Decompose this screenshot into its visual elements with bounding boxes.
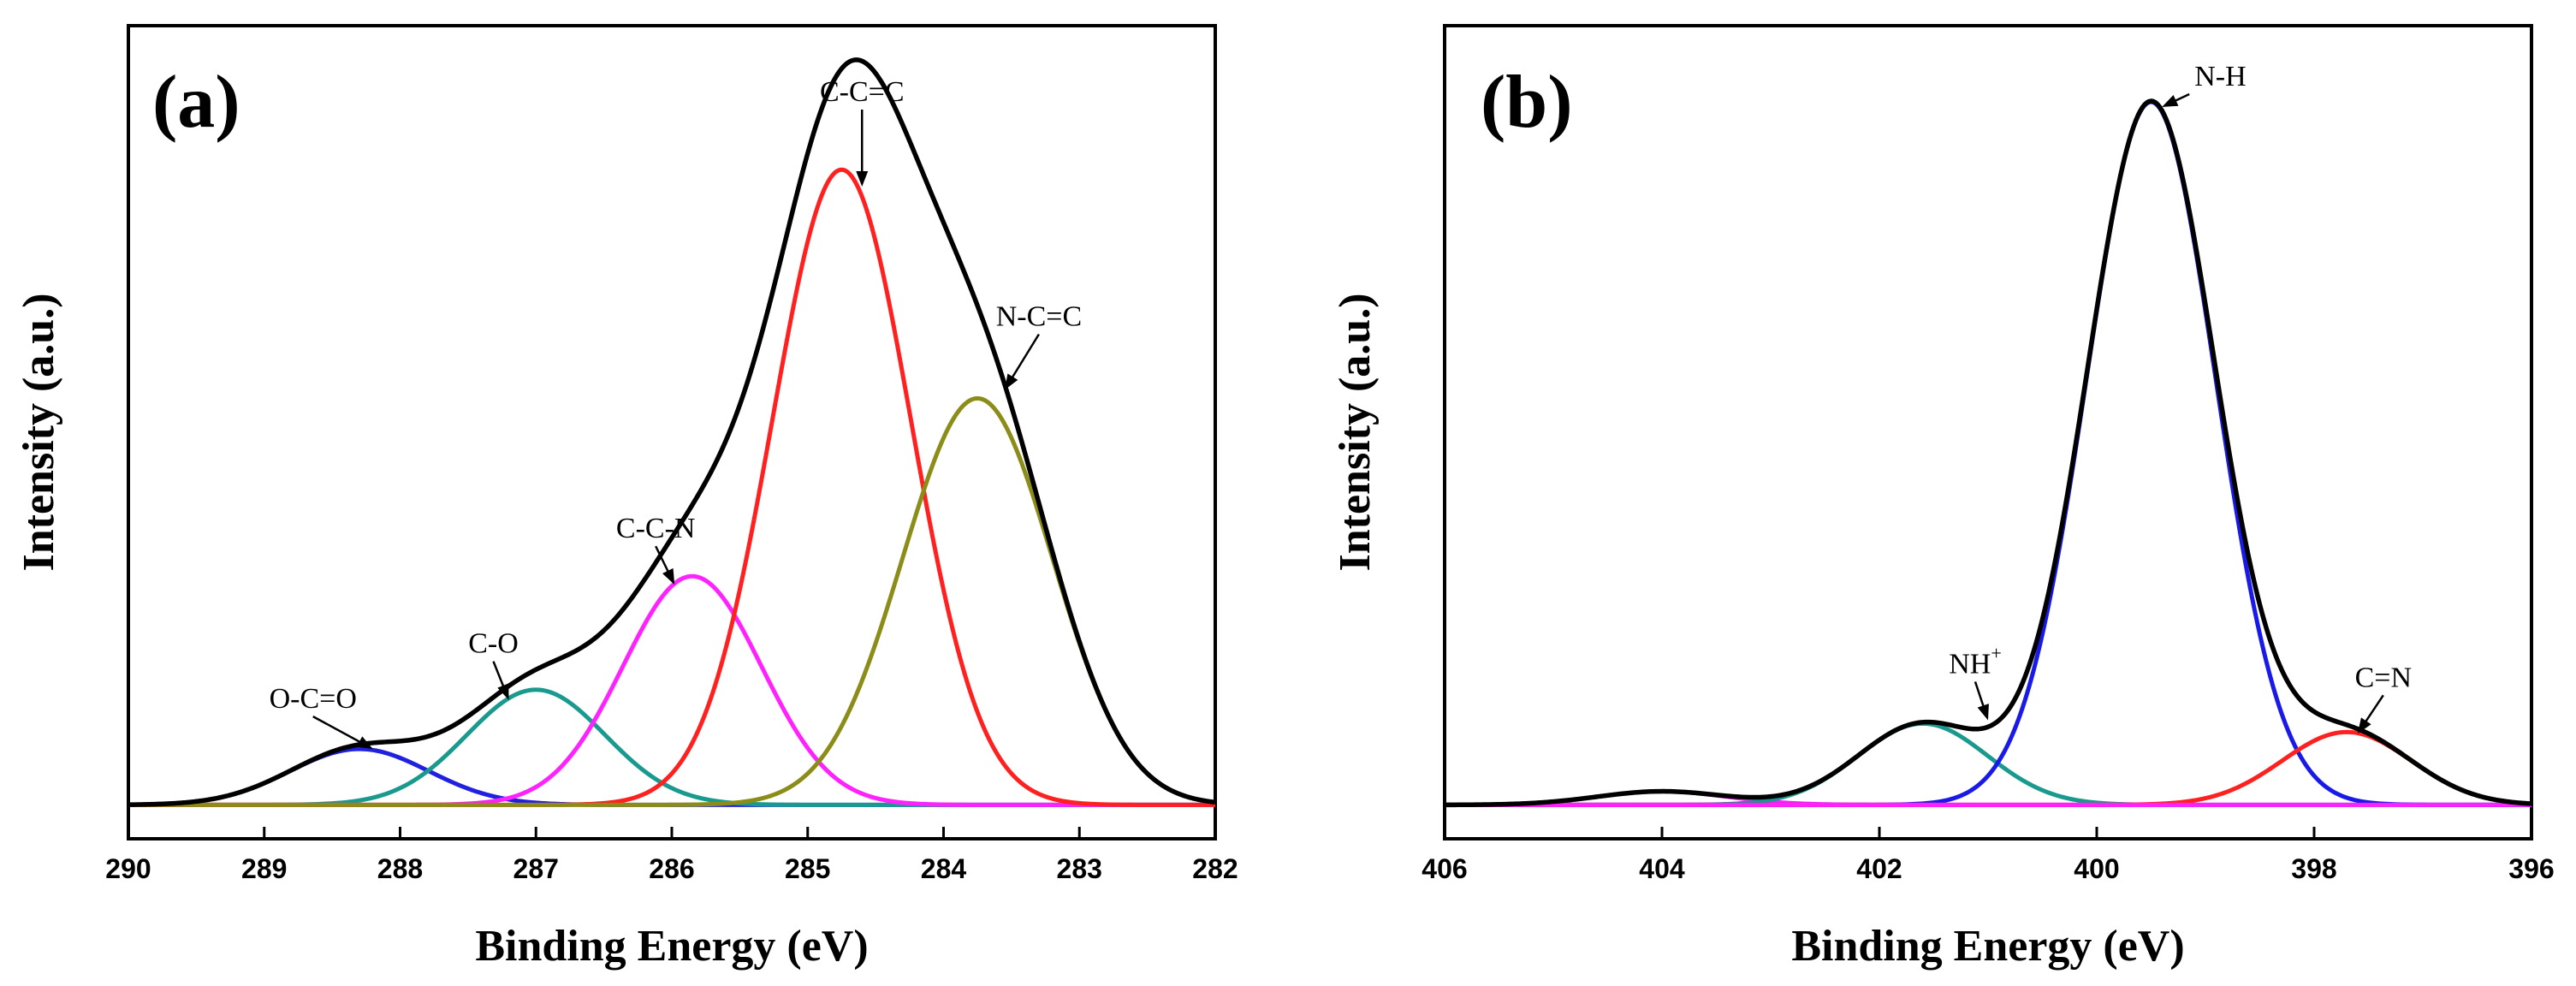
- peak-annotation-label: C-C-N: [616, 513, 696, 544]
- component-peak-n-c-c: [128, 395, 1216, 807]
- peak-annotation-label: N-C=C: [996, 301, 1082, 333]
- annotation-arrow-line: [655, 545, 670, 573]
- peak-annotation-superscript: +: [1991, 642, 2001, 663]
- panel-b-label: (b): [1481, 61, 1573, 144]
- annotation-arrow-line: [2364, 694, 2384, 723]
- panel-a-annotations: O-C=O C-O C-C-N C-C=C N-C=C: [270, 76, 1082, 750]
- x-tick-label: 286: [649, 853, 694, 884]
- peak-annotation-label: O-C=O: [270, 683, 357, 715]
- x-tick-label: 398: [2291, 853, 2336, 884]
- peak-annotation-label: C-C=C: [820, 76, 905, 108]
- annotation-arrow-head: [2162, 95, 2179, 107]
- panel-b-annotations: N-H NH+ C=N: [1949, 61, 2412, 734]
- annotation-arrow-line: [1011, 333, 1041, 379]
- annotation-arrow-head: [856, 171, 869, 187]
- envelope-curve: [128, 57, 1216, 807]
- panel-b-curves: [1444, 98, 2532, 808]
- panel-b-x-ticks: 406 404 402 400 398 396: [1422, 827, 2555, 884]
- panel-a-plot-frame: [127, 24, 1217, 840]
- panel-a-curves: [128, 57, 1216, 807]
- x-tick-label: 404: [1639, 853, 1685, 884]
- annotation-arrow-line: [2174, 92, 2190, 103]
- x-tick-label: 288: [377, 853, 423, 884]
- annotation-arrow-line: [1974, 681, 1985, 708]
- panel-a-x-axis-title: Binding Energy (eV): [475, 922, 868, 971]
- annotation-arrow-head: [497, 683, 509, 700]
- x-tick-label: 400: [2074, 853, 2119, 884]
- annotation-arrow-line: [312, 716, 362, 744]
- panel-a-chart: (a) Intensity (a.u.) Binding Energy (eV)…: [15, 24, 1238, 971]
- x-tick-label: 287: [513, 853, 559, 884]
- peak-annotation-label: N-H: [2194, 61, 2246, 92]
- x-tick-label: 283: [1057, 853, 1102, 884]
- envelope-curve: [1444, 98, 2532, 808]
- annotation-arrow-head: [1977, 704, 1989, 721]
- x-tick-label: 402: [1856, 853, 1902, 884]
- peak-annotation-label: C=N: [2355, 662, 2412, 693]
- x-tick-label: 396: [2508, 853, 2554, 884]
- x-tick-label: 285: [785, 853, 830, 884]
- panel-a-y-axis-title: Intensity (a.u.): [15, 293, 63, 571]
- panel-b-x-axis-title: Binding Energy (eV): [1791, 922, 2184, 971]
- annotation-arrow-head: [1004, 373, 1018, 390]
- panel-a-x-ticks: 290 289 288 287 286 285 284 283 282: [105, 827, 1238, 884]
- peak-annotation-label: C-O: [468, 628, 519, 660]
- peak-annotation-label: NH+: [1949, 642, 2002, 680]
- annotation-arrow-head: [356, 736, 373, 750]
- x-tick-label: 290: [105, 853, 151, 884]
- annotation-arrow-line: [492, 661, 505, 688]
- annotation-arrow-head: [2357, 717, 2371, 734]
- x-tick-label: 282: [1192, 853, 1238, 884]
- panel-b-y-axis-title: Intensity (a.u.): [1331, 293, 1380, 571]
- x-tick-label: 406: [1422, 853, 1467, 884]
- annotation-arrow-head: [662, 567, 675, 585]
- x-tick-label: 289: [241, 853, 287, 884]
- panel-b-chart: (b) Intensity (a.u.) Binding Energy (eV)…: [1331, 24, 2555, 971]
- panel-a-label: (a): [152, 61, 240, 144]
- component-peak-n-h: [1445, 99, 2531, 807]
- x-tick-label: 284: [921, 853, 967, 884]
- panel-b-plot-frame: [1443, 24, 2533, 840]
